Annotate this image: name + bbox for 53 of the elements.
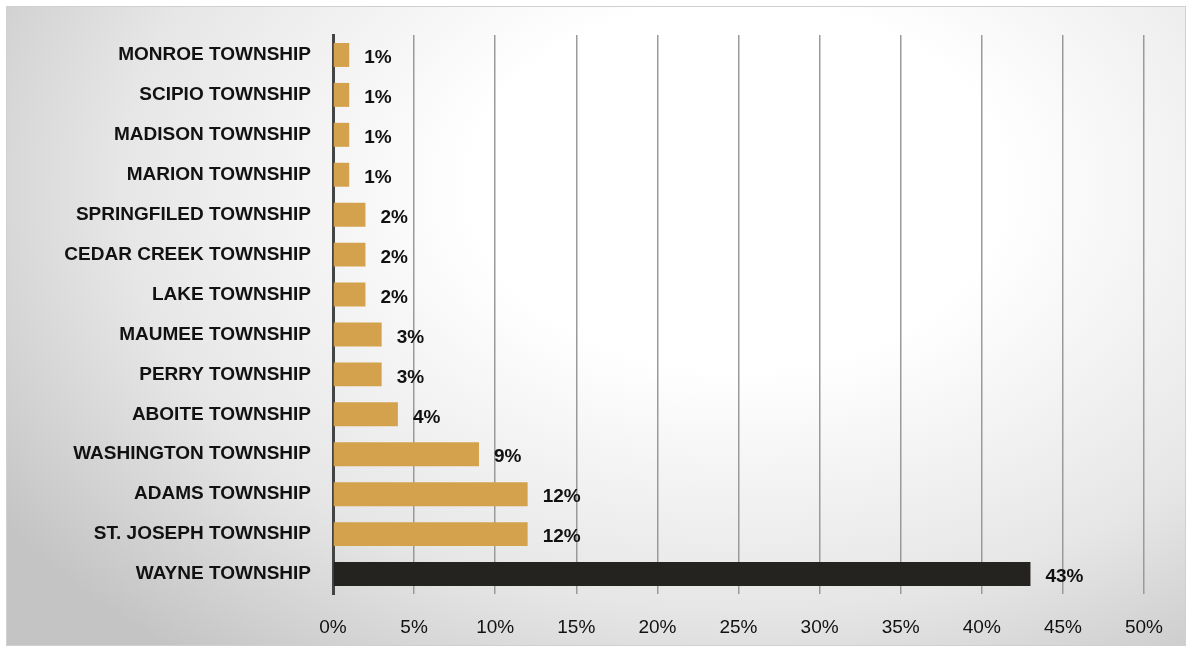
- y-tick-label: WASHINGTON TOWNSHIP: [73, 442, 312, 464]
- data-label: 1%: [364, 126, 392, 148]
- bar: [333, 282, 366, 307]
- y-tick-label: MONROE TOWNSHIP: [118, 43, 312, 65]
- x-tick-label: 5%: [400, 615, 428, 637]
- bar: [333, 82, 350, 107]
- y-tick-label: SCIPIO TOWNSHIP: [139, 83, 312, 105]
- bar: [333, 562, 1031, 587]
- bar: [333, 162, 350, 187]
- x-tick-label: 10%: [476, 615, 515, 637]
- y-tick-label: WAYNE TOWNSHIP: [135, 562, 312, 584]
- bar: [333, 402, 398, 427]
- data-label: 1%: [364, 86, 392, 108]
- x-tick-label: 15%: [557, 615, 596, 637]
- data-label: 3%: [396, 365, 425, 387]
- x-tick-label: 45%: [1043, 615, 1083, 637]
- data-label: 1%: [364, 165, 392, 187]
- bar: [333, 242, 366, 267]
- bar: [333, 362, 382, 387]
- y-tick-label: ABOITE TOWNSHIP: [131, 402, 312, 424]
- data-label: 2%: [380, 205, 409, 227]
- y-tick-label: MAUMEE TOWNSHIP: [119, 322, 312, 344]
- bar: [333, 42, 350, 67]
- bar: [333, 322, 382, 347]
- data-label: 2%: [380, 285, 409, 307]
- x-tick-label: 35%: [881, 615, 920, 637]
- bar: [333, 482, 528, 507]
- data-label: 9%: [493, 445, 522, 467]
- x-tick-label: 40%: [962, 615, 1001, 637]
- data-label: 12%: [542, 485, 581, 507]
- x-tick-label: 0%: [319, 615, 347, 637]
- data-label: 4%: [412, 405, 441, 427]
- y-tick-label: PERRY TOWNSHIP: [139, 362, 312, 384]
- bar: [333, 122, 350, 147]
- bar: [333, 442, 479, 467]
- data-label: 12%: [542, 525, 581, 547]
- x-tick-label: 30%: [800, 615, 839, 637]
- y-tick-label: MARION TOWNSHIP: [126, 162, 312, 184]
- data-label: 3%: [396, 325, 425, 347]
- y-tick-label: LAKE TOWNSHIP: [151, 282, 312, 304]
- y-tick-label: MADISON TOWNSHIP: [113, 123, 312, 145]
- bar: [333, 522, 528, 547]
- x-tick-label: 25%: [719, 615, 758, 637]
- y-tick-label: SPRINGFILED TOWNSHIP: [75, 202, 312, 224]
- bar: [333, 202, 366, 227]
- y-tick-label: CEDAR CREEK TOWNSHIP: [64, 242, 312, 264]
- data-label: 2%: [380, 245, 409, 267]
- y-tick-label: ADAMS TOWNSHIP: [134, 482, 312, 504]
- x-tick-label: 20%: [638, 615, 677, 637]
- data-label: 43%: [1045, 565, 1084, 587]
- x-tick-label: 50%: [1124, 615, 1164, 637]
- y-tick-label: ST. JOSEPH TOWNSHIP: [93, 522, 312, 544]
- data-label: 1%: [364, 46, 392, 68]
